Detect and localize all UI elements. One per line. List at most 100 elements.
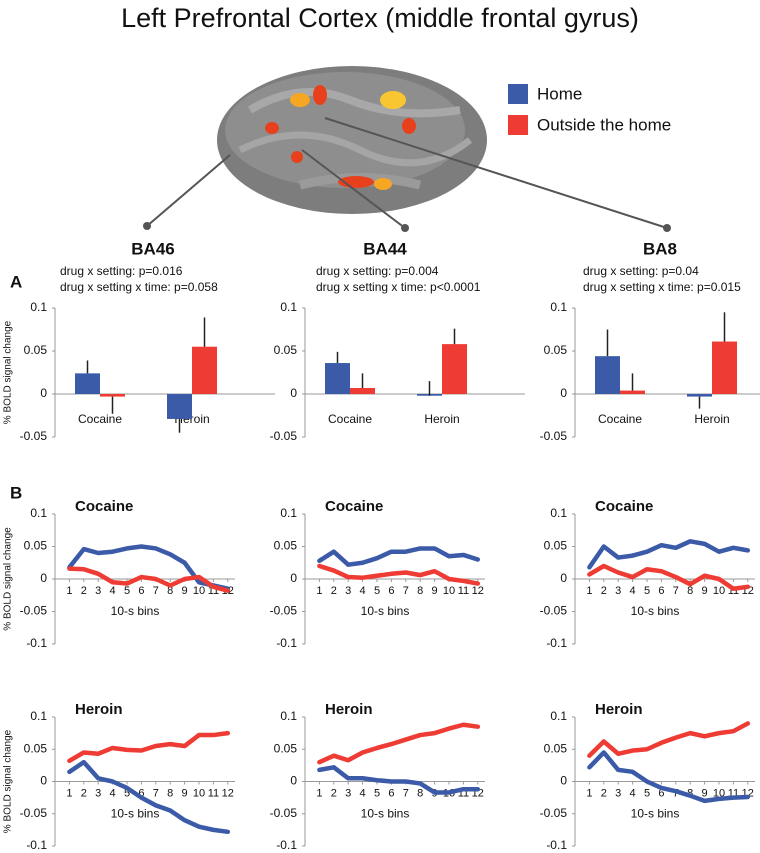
annotation: drug x setting x time: p=0.015 (583, 280, 741, 294)
bar (687, 394, 712, 397)
x-tick-label: 4 (110, 585, 116, 597)
panel-label: A (10, 272, 22, 291)
y-tick-label: 0 (40, 774, 47, 788)
x-tick-label: 5 (374, 585, 380, 597)
y-tick-label: -0.1 (26, 838, 47, 852)
x-tick-label: 3 (615, 787, 621, 799)
x-tick-label: 1 (586, 787, 592, 799)
y-tick-label: -0.05 (540, 429, 568, 443)
x-tick-label: 9 (432, 585, 438, 597)
x-tick-label: 8 (417, 787, 423, 799)
x-tick-label: 10 (193, 585, 205, 597)
x-axis-label: 10-s bins (631, 807, 680, 821)
region-label: BA46 (131, 239, 174, 258)
bar (350, 387, 375, 394)
y-axis-label: % BOLD signal change (3, 320, 14, 424)
x-tick-label: 2 (601, 787, 607, 799)
x-tick-label: 11 (458, 787, 469, 799)
x-tick-label: 6 (138, 585, 144, 597)
annotation: drug x setting: p=0.016 (60, 264, 183, 278)
line (587, 563, 751, 591)
y-tick-label: 0.05 (274, 741, 298, 755)
y-tick-label: -0.05 (20, 806, 48, 820)
x-tick-label: 1 (316, 787, 322, 799)
line (317, 546, 481, 567)
y-tick-label: -0.1 (276, 636, 297, 650)
line (67, 544, 231, 591)
x-tick-label: 8 (417, 585, 423, 597)
y-tick-label: 0.1 (280, 300, 297, 314)
y-tick-label: -0.1 (546, 636, 567, 650)
y-tick-label: 0 (290, 386, 297, 400)
y-tick-label: 0.1 (550, 506, 567, 520)
y-tick-label: 0.1 (30, 300, 47, 314)
legend-label: Home (537, 84, 582, 103)
y-tick-label: 0 (40, 386, 47, 400)
panel-label: B (10, 483, 22, 502)
x-tick-label: 5 (124, 585, 130, 597)
x-tick-label: 1 (316, 585, 322, 597)
x-tick-label: 6 (138, 787, 144, 799)
x-tick-label: 5 (644, 585, 650, 597)
x-tick-label: 4 (630, 585, 636, 597)
y-tick-label: 0.05 (274, 343, 298, 357)
x-tick-label: 2 (601, 585, 607, 597)
bar (325, 363, 350, 394)
bar (167, 394, 192, 419)
x-tick-label: 7 (153, 787, 159, 799)
y-tick-label: -0.05 (20, 429, 48, 443)
y-tick-label: -0.05 (540, 806, 568, 820)
x-tick-label: 2 (81, 585, 87, 597)
x-tick-label: 6 (658, 585, 664, 597)
legend-label: Outside the home (537, 115, 671, 134)
x-tick-label: 2 (81, 787, 87, 799)
y-axis-label: % BOLD signal change (3, 527, 14, 631)
x-tick-label: 7 (403, 787, 409, 799)
bar (192, 346, 217, 394)
x-tick-label: 6 (388, 787, 394, 799)
x-tick-label: 9 (702, 585, 708, 597)
line (317, 765, 481, 795)
bar (75, 373, 100, 394)
legend-swatch (508, 115, 528, 135)
x-tick-label: 3 (95, 585, 101, 597)
x-tick-label: 2 (331, 787, 337, 799)
y-tick-label: -0.05 (270, 604, 298, 618)
annotation: drug x setting x time: p=0.058 (60, 280, 218, 294)
line (67, 566, 231, 593)
bar (442, 344, 467, 394)
subtitle: Cocaine (595, 498, 653, 515)
legend-swatch (508, 84, 528, 104)
y-axis-label: % BOLD signal change (3, 729, 14, 833)
x-axis-label: 10-s bins (361, 604, 410, 618)
y-tick-label: 0.05 (544, 741, 568, 755)
y-tick-label: -0.1 (26, 636, 47, 650)
y-tick-label: 0.1 (550, 300, 567, 314)
subtitle: Heroin (75, 701, 123, 718)
x-tick-label: 12 (222, 787, 234, 799)
x-tick-label: 1 (586, 585, 592, 597)
x-tick-label: 6 (658, 787, 664, 799)
y-tick-label: -0.05 (270, 429, 298, 443)
brain-image (143, 66, 671, 232)
x-tick-label: 5 (644, 787, 650, 799)
x-tick-label: 1 (66, 585, 72, 597)
y-tick-label: 0 (560, 774, 567, 788)
x-tick-label: 3 (345, 585, 351, 597)
line (67, 759, 231, 835)
y-tick-label: 0.1 (280, 709, 297, 723)
y-tick-label: 0.05 (24, 741, 48, 755)
x-tick-label: 9 (182, 787, 188, 799)
y-tick-label: 0.1 (30, 506, 47, 520)
y-tick-label: 0.05 (544, 539, 568, 553)
x-tick-label: Cocaine (78, 412, 122, 426)
x-tick-label: 11 (208, 585, 219, 597)
x-tick-label: 4 (360, 787, 366, 799)
subtitle: Heroin (595, 701, 643, 718)
x-tick-label: 11 (728, 787, 739, 799)
x-tick-label: 10 (713, 585, 725, 597)
x-tick-label: 8 (167, 787, 173, 799)
x-tick-label: 10 (443, 585, 455, 597)
x-tick-label: 1 (66, 787, 72, 799)
y-tick-label: 0 (290, 571, 297, 585)
